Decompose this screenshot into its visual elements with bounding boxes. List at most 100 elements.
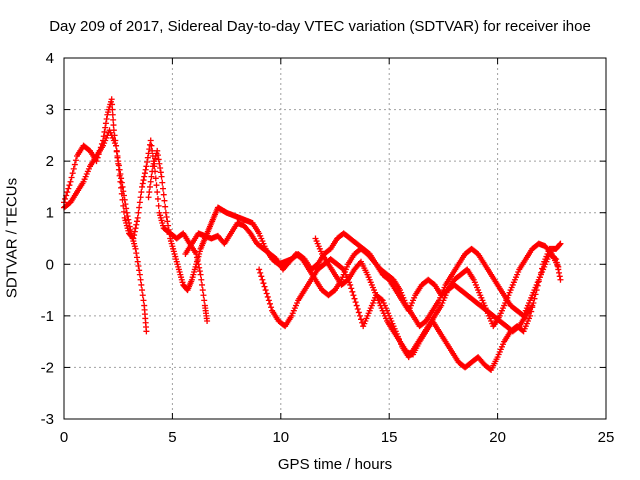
y-tick-label: 2 <box>46 153 54 170</box>
data-point <box>136 271 143 278</box>
data-point <box>531 295 538 302</box>
data-point <box>154 152 161 159</box>
data-point <box>349 288 356 295</box>
axis-ticks: -3 -2 -1 0 1 2 3 4 0 5 10 15 20 25 <box>41 50 615 446</box>
data-point <box>110 122 117 129</box>
data-point <box>108 96 115 103</box>
data-point <box>146 183 153 190</box>
data-point <box>110 116 117 123</box>
data-point <box>140 297 147 304</box>
data-point <box>119 183 126 190</box>
data-point <box>68 174 75 181</box>
data-point <box>355 309 362 316</box>
series-track-b <box>61 127 211 325</box>
data-point <box>102 124 109 131</box>
data-point <box>137 194 144 201</box>
data-point <box>62 195 69 202</box>
data-point <box>123 209 130 216</box>
data-point <box>556 273 563 280</box>
data-point <box>118 190 125 197</box>
data-point <box>119 196 126 203</box>
data-point <box>153 182 160 189</box>
data-point <box>120 208 127 215</box>
data-point <box>132 225 139 232</box>
data-point <box>162 209 169 216</box>
data-point <box>66 182 73 189</box>
series-track-f <box>312 235 564 374</box>
data-point <box>101 128 108 135</box>
data-point <box>135 263 142 270</box>
y-tick-label: -2 <box>41 359 54 376</box>
data-point <box>157 169 164 176</box>
data-point <box>109 111 116 118</box>
data-point <box>133 218 140 225</box>
data-point <box>136 204 143 211</box>
data-point <box>71 161 78 168</box>
series-track-a <box>61 96 150 335</box>
data-point <box>109 101 116 108</box>
data-point <box>164 218 171 225</box>
data-point <box>196 268 203 275</box>
data-point <box>354 305 361 312</box>
series-track-d <box>182 220 564 330</box>
y-tick-label: 4 <box>46 50 54 67</box>
data-point <box>134 214 141 221</box>
data-point <box>140 177 147 184</box>
data-point <box>115 160 122 167</box>
data-point <box>142 166 149 173</box>
data-point <box>114 154 121 161</box>
data-point <box>69 170 76 177</box>
data-point <box>144 159 151 166</box>
x-axis-label: GPS time / hours <box>277 456 393 473</box>
data-point <box>125 216 132 223</box>
data-point <box>351 295 358 302</box>
data-point <box>139 287 146 294</box>
data-point <box>148 142 155 149</box>
y-tick-label: -1 <box>41 308 54 325</box>
data-point <box>262 287 269 294</box>
data-point <box>117 178 124 185</box>
data-point <box>132 245 139 252</box>
y-tick-label: 0 <box>46 256 54 273</box>
data-point <box>257 269 264 276</box>
data-point <box>154 189 161 196</box>
data-point <box>139 180 146 187</box>
data-point <box>537 269 544 276</box>
x-tick-label: 20 <box>489 429 506 446</box>
data-point <box>146 141 153 148</box>
data-point <box>156 160 163 167</box>
y-tick-label: -3 <box>41 411 54 428</box>
data-point <box>356 312 363 319</box>
x-tick-label: 25 <box>598 429 615 446</box>
data-point <box>539 265 546 272</box>
data-point <box>161 197 168 204</box>
data-point <box>352 299 359 306</box>
data-point <box>147 137 154 144</box>
data-point <box>149 147 156 154</box>
chart-title: Day 209 of 2017, Sidereal Day-to-day VTE… <box>49 18 591 35</box>
data-point <box>158 173 165 180</box>
data-point <box>116 172 123 179</box>
data-point <box>135 209 142 216</box>
data-point <box>339 265 346 272</box>
data-point <box>131 228 138 235</box>
data-point <box>145 150 152 157</box>
data-point <box>67 178 74 185</box>
data-point <box>149 168 156 175</box>
data-point <box>348 285 355 292</box>
data-point <box>246 229 253 236</box>
y-tick-label: 3 <box>46 102 54 119</box>
data-point <box>136 199 143 206</box>
data-point <box>115 166 122 173</box>
data-point <box>263 290 270 297</box>
data-point <box>268 304 275 311</box>
data-point <box>155 202 162 209</box>
data-point <box>353 302 360 309</box>
data-point <box>143 163 150 170</box>
data-point <box>65 185 72 192</box>
data-point <box>139 292 146 299</box>
data-point <box>143 328 150 335</box>
x-tick-label: 15 <box>381 429 398 446</box>
data-point <box>266 300 273 307</box>
